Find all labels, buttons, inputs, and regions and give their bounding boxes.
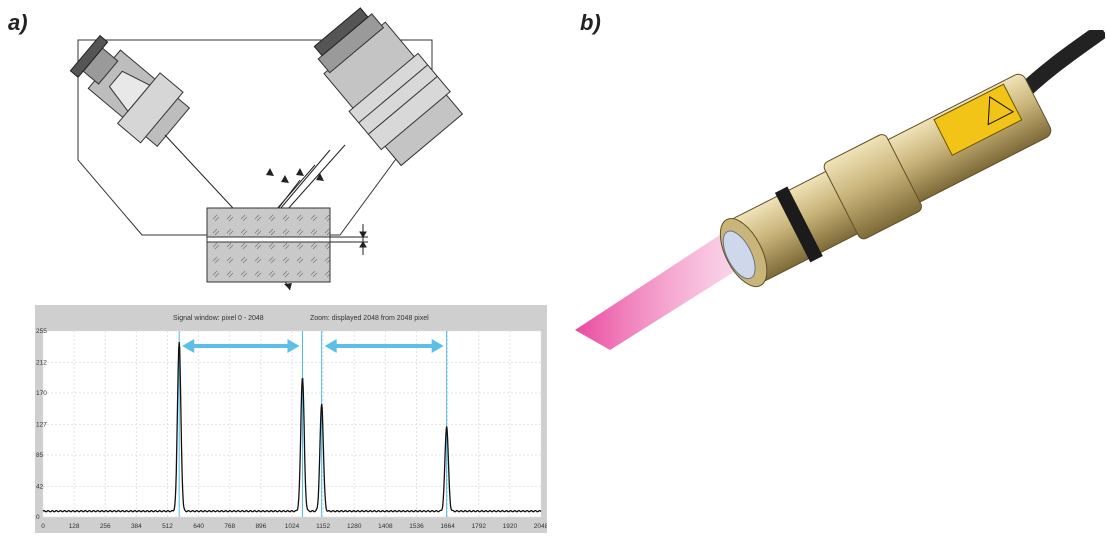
x-tick-label: 1280 bbox=[347, 523, 362, 530]
y-tick-label: 0 bbox=[36, 514, 40, 521]
receiver-assembly bbox=[303, 0, 466, 169]
thickness-dimension bbox=[330, 224, 368, 255]
glass-gap bbox=[207, 237, 330, 242]
glass-layer-bottom bbox=[207, 242, 330, 282]
sensor-body bbox=[708, 64, 1057, 299]
signal-chart: Signal window: pixel 0 - 2048 Zoom: disp… bbox=[35, 305, 547, 533]
x-tick-label: 1536 bbox=[409, 523, 424, 530]
laser-sensor-illustration bbox=[575, 30, 1105, 360]
x-tick-label: 384 bbox=[131, 523, 142, 530]
y-tick-label: 85 bbox=[36, 452, 44, 459]
x-tick-label: 0 bbox=[41, 523, 45, 530]
y-tick-label: 127 bbox=[36, 421, 47, 428]
chart-title-left: Signal window: pixel 0 - 2048 bbox=[173, 315, 264, 322]
y-tick-label: 212 bbox=[36, 359, 47, 366]
x-tick-label: 768 bbox=[224, 523, 235, 530]
x-tick-label: 640 bbox=[193, 523, 204, 530]
x-tick-label: 1408 bbox=[378, 523, 393, 530]
glass-layer-top bbox=[207, 208, 330, 237]
emitter-assembly bbox=[64, 28, 195, 152]
chart-title-right: Zoom: displayed 2048 from 2048 pixel bbox=[310, 315, 429, 322]
x-tick-label: 1792 bbox=[472, 523, 487, 530]
x-tick-label: 256 bbox=[100, 523, 111, 530]
x-tick-label: 1920 bbox=[503, 523, 518, 530]
x-tick-label: 1664 bbox=[440, 523, 455, 530]
x-tick-label: 128 bbox=[69, 523, 80, 530]
y-tick-label: 255 bbox=[36, 328, 47, 335]
sensor-schematic bbox=[0, 0, 560, 305]
x-tick-label: 2048 bbox=[534, 523, 547, 530]
x-tick-label: 1024 bbox=[285, 523, 300, 530]
x-tick-label: 512 bbox=[162, 523, 173, 530]
x-tick-label: 896 bbox=[255, 523, 266, 530]
y-tick-label: 42 bbox=[36, 483, 44, 490]
y-tick-label: 170 bbox=[36, 390, 47, 397]
signal-chart-svg: Signal window: pixel 0 - 2048 Zoom: disp… bbox=[35, 305, 547, 533]
x-tick-label: 1152 bbox=[316, 523, 330, 530]
laser-beam bbox=[575, 225, 745, 350]
